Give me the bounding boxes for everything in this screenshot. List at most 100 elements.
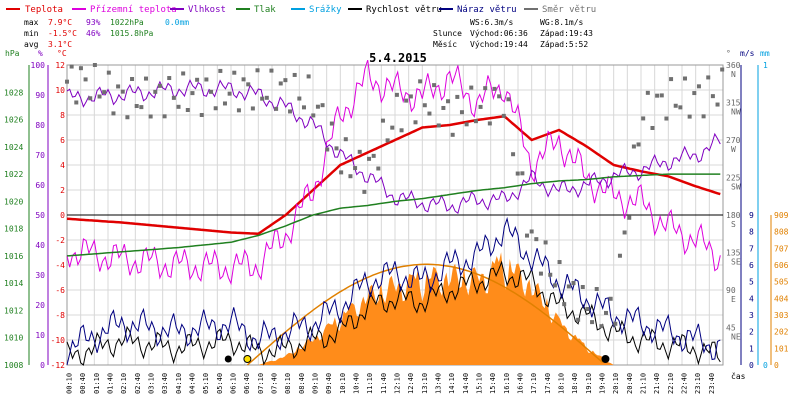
axis-tick-celsius: -12: [51, 361, 66, 370]
wind-direction-point: [673, 103, 678, 108]
wind-direction-point: [181, 71, 186, 76]
axis-tick-wm2: 0: [774, 361, 779, 370]
wind-direction-point: [478, 104, 483, 109]
legend-label: Tlak: [254, 5, 276, 15]
axis-tick-wm2: 101: [774, 344, 789, 353]
x-tick-label: 08:10: [284, 373, 292, 394]
axis-tick-hpa: 1010: [4, 334, 23, 343]
axis-tick-direction: 135: [726, 249, 741, 258]
axis-unit-ms: m/s: [740, 49, 755, 58]
stats-max-label: max: [24, 18, 39, 27]
wind-direction-point: [283, 78, 288, 83]
x-tick-label: 23:10: [694, 373, 702, 394]
x-tick-label: 22:10: [667, 373, 675, 394]
x-tick-label: 21:40: [653, 373, 661, 394]
wind-direction-point: [529, 229, 534, 234]
axis-tick-ms: 6: [749, 261, 754, 270]
wind-direction-point: [641, 116, 646, 121]
axis-tick-hpa: 1016: [4, 252, 23, 261]
axis-tick-wm2: 606: [774, 261, 789, 270]
axis-tick-percent: 20: [35, 301, 45, 310]
axis-tick-celsius: 0: [60, 211, 65, 220]
sun-set: Západ:19:43: [540, 29, 593, 38]
wind-direction-point: [88, 96, 93, 101]
x-tick-label: 20:10: [612, 373, 620, 394]
wind-direction-point: [404, 98, 409, 103]
wind-direction-point: [622, 230, 627, 235]
axis-tick-direction: 315: [726, 99, 741, 108]
axis-tick-celsius: 6: [60, 136, 65, 145]
wind-direction-point: [394, 92, 399, 97]
axis-tick-celsius: 4: [60, 161, 65, 170]
legend-label: Směr větru: [542, 5, 596, 15]
x-tick-label: 01:10: [93, 373, 101, 394]
axis-tick-percent: 40: [35, 241, 45, 250]
x-tick-label: 07:10: [257, 373, 265, 394]
legend-label: Teplota: [25, 5, 63, 15]
axis-tick-celsius: -2: [55, 236, 65, 245]
stats-min-temp: -1.5°C: [48, 29, 77, 38]
wind-direction-point: [413, 120, 418, 125]
wind-direction-point: [148, 114, 153, 119]
wind-direction-point: [390, 125, 395, 130]
wind-direction-point: [204, 77, 209, 82]
wind-direction-point: [102, 90, 107, 95]
x-tick-label: 02:40: [134, 373, 142, 394]
axis-dir-label: N: [731, 70, 736, 79]
x-tick-label: 00:40: [79, 373, 87, 394]
x-tick-label: 04:40: [189, 373, 197, 394]
stats-max-hum: 93%: [86, 18, 101, 27]
x-tick-label: 18:10: [558, 373, 566, 394]
axis-dir-label: NE: [731, 333, 741, 342]
x-tick-label: 15:40: [489, 373, 497, 394]
wind-direction-point: [111, 111, 116, 116]
wind-direction-point: [153, 89, 158, 94]
wind-direction-point: [199, 112, 204, 117]
wind-direction-point: [576, 317, 581, 322]
axis-tick-percent: 70: [35, 151, 45, 160]
sun-rise: Východ:06:36: [470, 29, 528, 38]
axis-tick-direction: 45: [726, 324, 736, 333]
wind-direction-point: [636, 142, 641, 147]
legend-item-rychlost-vetru: Rychlost větru: [348, 5, 442, 15]
x-tick-label: 21:10: [640, 373, 648, 394]
wind-direction-point: [408, 94, 413, 99]
wind-direction-point: [534, 237, 539, 242]
wind-direction-point: [594, 287, 599, 292]
x-tick-label: 04:10: [175, 373, 183, 394]
axis-tick-hpa: 1022: [4, 170, 23, 179]
axis-dir-label: SE: [731, 258, 741, 267]
wind-direction-point: [436, 123, 441, 128]
wind-direction-point: [720, 67, 725, 72]
wind-direction-point: [571, 281, 576, 286]
wind-direction-point: [538, 271, 543, 276]
axis-unit-mm: mm: [760, 49, 770, 58]
x-tick-label: 09:10: [312, 373, 320, 394]
series-line-rychlost-v-tru: [66, 260, 721, 366]
wind-direction-point: [320, 103, 325, 108]
x-tick-label: 05:10: [202, 373, 210, 394]
wind-direction-point: [515, 171, 520, 176]
stats-min-label: min: [24, 29, 39, 38]
moon-label: Měsíc: [433, 40, 457, 49]
x-tick-label: 19:10: [585, 373, 593, 394]
x-tick-label: 12:10: [394, 373, 402, 394]
wind-direction-point: [325, 147, 330, 152]
wind-direction-point: [371, 153, 376, 158]
x-tick-label: 13:40: [435, 373, 443, 394]
wind-direction-point: [455, 94, 460, 99]
wind-direction-point: [631, 144, 636, 149]
wind-direction-point: [213, 106, 218, 111]
wind-direction-point: [520, 171, 525, 176]
axis-tick-wm2: 505: [774, 278, 789, 287]
axis-tick-ms: 8: [749, 228, 754, 237]
wind-direction-point: [171, 95, 176, 100]
wind-direction-point: [367, 156, 372, 161]
wind-direction-point: [143, 76, 148, 81]
wind-direction-point: [120, 89, 125, 94]
axis-tick-wm2: 404: [774, 294, 789, 303]
wind-direction-point: [65, 79, 69, 84]
stats-min-press: 1015.8hPa: [110, 29, 154, 38]
wind-direction-point: [669, 77, 674, 82]
wind-direction-point: [590, 320, 595, 325]
